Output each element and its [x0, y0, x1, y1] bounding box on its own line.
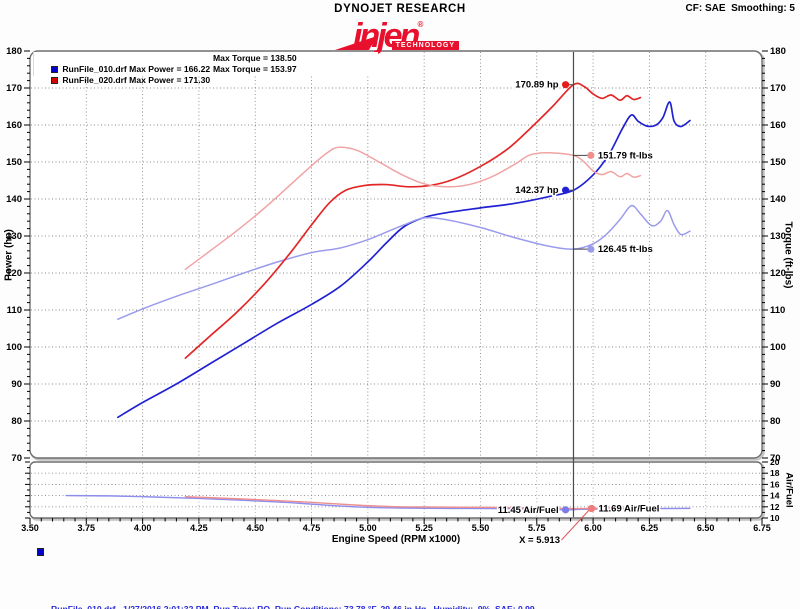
- value-annotations: [561, 81, 596, 514]
- power-axis-title: Power (hp): [3, 229, 15, 281]
- svg-text:170: 170: [770, 83, 786, 94]
- annotation-label: 11.69 Air/Fuel: [599, 504, 660, 515]
- svg-text:90: 90: [770, 379, 781, 390]
- svg-text:140: 140: [770, 194, 786, 205]
- svg-text:5.75: 5.75: [528, 523, 546, 533]
- svg-text:170: 170: [6, 83, 22, 94]
- cursor-label-leader: [561, 508, 591, 541]
- injen-logo: injen® TECHNOLOGY: [334, 12, 461, 55]
- logo-brand-text: injen®: [353, 6, 423, 55]
- annotation-dot: [587, 504, 596, 513]
- series-curve: [184, 82, 642, 359]
- run-detail-baseline: RunFile_010.drf - 1/27/2016 2:01:32 PM R…: [37, 546, 539, 609]
- axis-ticks: [24, 50, 768, 524]
- svg-text:5.25: 5.25: [415, 523, 433, 533]
- annotation-dot: [587, 151, 595, 159]
- blue-run-swatch-icon: [37, 548, 44, 556]
- svg-text:120: 120: [6, 268, 22, 279]
- legend-row-baseline: RunFile_010.drf Max Power = 166.22 Max T…: [37, 53, 375, 74]
- run-conditions-line: RunFile_010.drf - 1/27/2016 2:01:32 PM R…: [51, 603, 535, 609]
- svg-text:10: 10: [770, 513, 780, 523]
- svg-text:160: 160: [770, 120, 786, 131]
- series-curve: [184, 146, 642, 271]
- svg-text:130: 130: [770, 231, 786, 242]
- legend-max-torque: Max Torque = 153.97: [213, 64, 297, 74]
- svg-text:18: 18: [770, 468, 780, 478]
- annotation-dot: [561, 506, 570, 514]
- series-curve: [116, 101, 691, 419]
- legend-row-sp1573: RunFile_020.drf Max Power = 171.30 Max T…: [37, 64, 375, 85]
- airfuel-axis-title: Air/Fuel: [783, 472, 795, 508]
- annotation-label: 142.37 hp: [515, 185, 558, 196]
- logo-technology-text: TECHNOLOGY: [391, 41, 459, 50]
- svg-text:120: 120: [770, 268, 786, 279]
- svg-text:4.25: 4.25: [190, 523, 208, 533]
- svg-text:4.75: 4.75: [303, 523, 321, 533]
- red-series-swatch-icon: [51, 77, 59, 84]
- svg-text:6.75: 6.75: [753, 523, 771, 533]
- svg-text:6.25: 6.25: [641, 523, 659, 533]
- blue-series-swatch-icon: [51, 66, 59, 73]
- svg-text:130: 130: [6, 231, 22, 242]
- svg-text:70: 70: [770, 453, 781, 464]
- annotation-label: 11.45 Air/Fuel: [498, 505, 559, 516]
- annotation-dot: [587, 245, 595, 253]
- svg-text:12: 12: [770, 502, 780, 512]
- svg-text:16: 16: [770, 479, 780, 489]
- series-curve: [117, 204, 691, 320]
- run-details: RunFile_010.drf - 1/27/2016 2:01:32 PM R…: [37, 546, 539, 609]
- annotation-label: 126.45 ft-lbs: [598, 244, 653, 255]
- svg-text:150: 150: [6, 157, 22, 168]
- legend-file-power: RunFile_020.drf Max Power = 171.30: [62, 75, 211, 85]
- svg-text:70: 70: [11, 453, 22, 464]
- svg-text:150: 150: [770, 157, 786, 168]
- svg-text:6.50: 6.50: [697, 523, 715, 533]
- legend-max-torque: Max Torque = 138.50: [213, 53, 297, 63]
- svg-text:100: 100: [770, 342, 786, 353]
- torque-axis-title: Torque (ft-lbs): [782, 221, 794, 289]
- rpm-axis-title: Engine Speed (RPM x1000): [331, 534, 461, 545]
- svg-text:90: 90: [11, 379, 22, 390]
- svg-text:110: 110: [770, 305, 785, 316]
- svg-text:4.50: 4.50: [246, 523, 264, 533]
- run-legend: RunFile_010.drf Max Power = 166.22 Max T…: [33, 52, 378, 85]
- svg-text:6.00: 6.00: [584, 523, 602, 533]
- svg-text:3.50: 3.50: [21, 523, 39, 533]
- legend-file-power: RunFile_010.drf Max Power = 166.22: [62, 64, 211, 74]
- plot-frames: [29, 50, 765, 521]
- svg-text:100: 100: [6, 342, 22, 353]
- annotation-dot: [561, 186, 570, 194]
- svg-text:5.50: 5.50: [472, 523, 490, 533]
- svg-text:4.00: 4.00: [134, 523, 152, 533]
- cursor-position-readout: X = 5.913: [519, 535, 560, 546]
- annotation-dot: [561, 81, 570, 89]
- svg-text:3.75: 3.75: [78, 523, 96, 533]
- svg-text:80: 80: [11, 416, 22, 427]
- svg-text:140: 140: [6, 194, 22, 205]
- registered-mark: ®: [417, 20, 424, 29]
- svg-text:80: 80: [770, 416, 781, 427]
- gridlines: [31, 52, 761, 517]
- annotation-label: 151.79 ft-lbs: [598, 150, 653, 161]
- svg-text:180: 180: [6, 46, 22, 57]
- svg-text:180: 180: [770, 46, 786, 57]
- svg-text:20: 20: [770, 457, 780, 467]
- svg-text:14: 14: [770, 491, 780, 501]
- page-title: DYNOJET RESEARCH: [334, 3, 466, 15]
- svg-text:5.00: 5.00: [359, 523, 377, 533]
- correction-smoothing-status: CF: SAE Smoothing: 5: [685, 3, 795, 14]
- svg-text:160: 160: [6, 120, 22, 131]
- svg-text:110: 110: [7, 305, 22, 316]
- annotation-label: 170.89 hp: [515, 80, 558, 91]
